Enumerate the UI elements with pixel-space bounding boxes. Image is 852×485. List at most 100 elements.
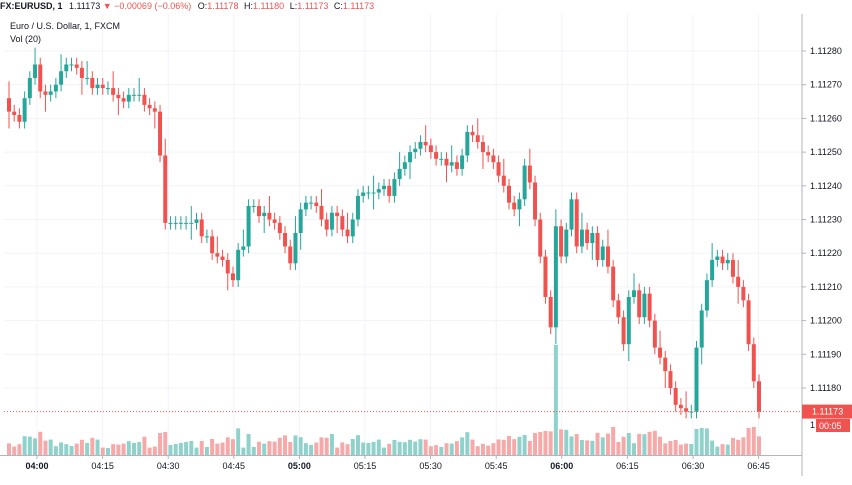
volume-bar [491,443,496,455]
candle-body [678,404,683,409]
volume-bar [579,440,584,455]
candle-body [173,222,178,224]
volume-bar [33,438,38,455]
candle-body [69,64,74,66]
candle-body [79,67,84,78]
volume-bar [324,437,329,455]
volume-bar [241,447,246,455]
candle-body [543,256,548,298]
volume-bar [204,447,209,455]
volume-bar [355,435,360,455]
candle-body [27,77,32,99]
candles [7,47,761,419]
candle-body [522,165,527,200]
volume-bar [137,442,142,455]
candle-body [376,189,381,193]
price-tag: 1.11173 00:05 [802,404,852,432]
volume-bar [163,432,168,455]
volume-bar [95,439,100,455]
volume-bar [538,432,543,455]
candle-body [715,256,720,260]
volume-bar [517,436,522,455]
candle-body [142,94,147,105]
x-tick-label: 06:45 [747,461,770,471]
candle-body [105,88,110,90]
volume-bar [43,440,48,455]
volume-bar [314,442,319,455]
volume-bar [27,436,32,455]
volume-bar [387,443,392,455]
x-tick-label: 04:15 [91,461,114,471]
candle-body [7,98,11,112]
price-tag-label: 1.11173 [812,407,843,417]
candle-body [121,98,126,102]
candle-body [64,64,69,72]
candle-body [85,77,90,79]
volume-bar [329,434,334,455]
candle-body [230,273,235,281]
candle-body [17,115,22,122]
volume-bar [340,442,345,455]
candle-body [137,94,142,96]
volume-bar [725,444,730,455]
change-value: ▼ −0.00069 (−0.06%) [102,1,192,11]
volume-bar [460,437,465,455]
candle-body [366,192,371,194]
candle-body [303,202,308,210]
volume-bar [658,436,663,455]
volume-bar [303,443,308,455]
volume-bar [439,447,444,455]
candle-body [444,158,449,166]
x-tick-label: 04:45 [223,461,246,471]
candle-body [199,219,204,237]
candle-body [38,64,43,92]
volume-bar [277,437,282,455]
volume-bar [632,443,636,455]
volume-bar [480,443,485,455]
candle-body [210,236,215,254]
y-tick-label: 1.11250 [810,147,842,157]
x-tick-label: 05:00 [288,461,311,471]
volume-bar [595,432,600,455]
volume-bar [48,439,53,455]
volume-bar [335,447,340,455]
volume-bar [111,444,116,455]
y-tick-label: 1.11270 [810,80,842,90]
candle-body [288,246,293,264]
candle-body [730,259,735,277]
volume-bar [611,427,616,455]
candle-body [95,84,100,89]
candle-body [329,212,334,230]
candle-body [215,253,220,257]
y-tick-label: 1.11220 [810,248,842,258]
candle-body [48,91,53,95]
candle-body [314,202,319,207]
symbol-label: FX:EURUSD, 1 [0,1,63,11]
volume-bar [668,441,673,455]
candle-body [413,148,418,153]
candle-body [559,226,564,257]
volume-bar [730,438,735,455]
volume-bar [757,436,761,455]
volume-bar [147,447,152,455]
candle-body [428,145,433,153]
candle-body [309,202,314,204]
candle-body [699,310,704,348]
volume-bar [272,441,277,455]
candle-body [267,212,272,220]
volume-bar [376,439,381,455]
candle-body [100,84,105,89]
candle-body [507,185,511,203]
candle-body [694,347,699,412]
volume-bar [22,436,27,455]
candle-body [345,229,350,237]
candle-body [746,300,751,345]
volume-bar [527,441,532,455]
volume-bar [564,429,569,455]
y-tick-label: 1.11190 [810,349,841,359]
volume-bar [293,435,298,455]
candle-body [595,232,600,260]
y-tick-label: 1.11230 [810,215,842,225]
volume-bar [475,446,480,455]
